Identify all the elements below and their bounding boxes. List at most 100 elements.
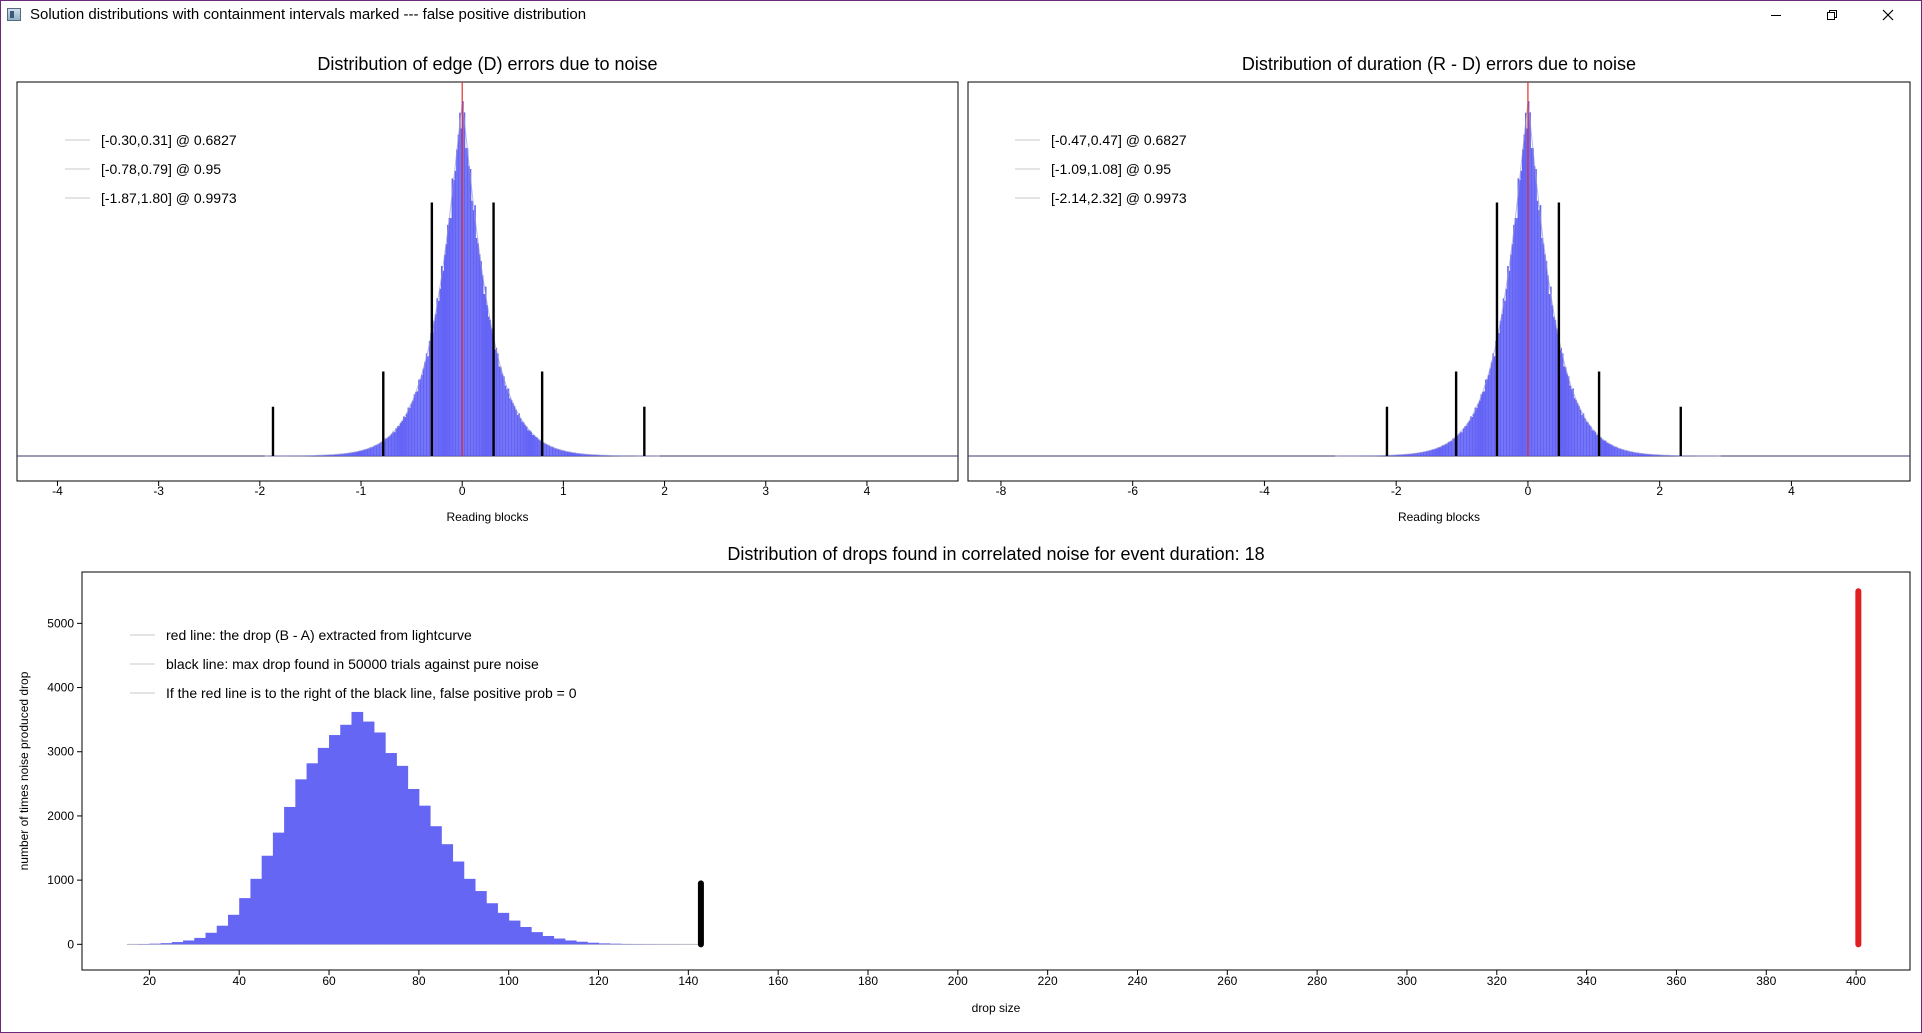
- distribution-bar: [1471, 417, 1474, 456]
- distribution-bar: [544, 443, 546, 456]
- distribution-bar: [1461, 432, 1463, 456]
- distribution-bar: [569, 452, 572, 456]
- distribution-bar: [468, 166, 470, 456]
- distribution-bar: [1424, 451, 1426, 456]
- title-bar[interactable]: Solution distributions with containment …: [1, 1, 1921, 29]
- distribution-bar: [378, 443, 381, 456]
- distribution-bar: [483, 293, 485, 456]
- distribution-bar: [1490, 361, 1493, 456]
- x-tick-label: -2: [1391, 484, 1402, 498]
- distribution-bar: [533, 435, 536, 456]
- x-tick-label: 260: [1217, 974, 1237, 988]
- distribution-bar: [1397, 454, 1399, 456]
- x-tick-label: -4: [52, 484, 63, 498]
- histogram-bar: [329, 735, 341, 945]
- distribution-bar: [503, 376, 505, 456]
- distribution-bar: [1642, 453, 1644, 456]
- distribution-bar: [377, 444, 379, 456]
- distribution-bar: [486, 305, 489, 456]
- x-tick-label: 200: [948, 974, 968, 988]
- distribution-bar: [1510, 254, 1512, 456]
- histogram-bar: [609, 943, 622, 945]
- histogram-bar: [385, 753, 397, 945]
- distribution-bar: [574, 452, 577, 456]
- distribution-bar: [1396, 455, 1398, 456]
- distribution-bar: [484, 286, 487, 456]
- distribution-bar: [1655, 454, 1657, 456]
- distribution-bar: [1556, 328, 1558, 456]
- x-tick-label: 4: [1788, 484, 1795, 498]
- distribution-bar: [1450, 441, 1453, 456]
- distribution-bar: [588, 454, 590, 456]
- distribution-bar: [1410, 453, 1413, 456]
- distribution-bar: [1569, 385, 1571, 456]
- distribution-bar: [498, 366, 501, 456]
- distribution-bar: [1477, 403, 1480, 456]
- distribution-bar: [433, 320, 435, 456]
- histogram-bar: [486, 903, 498, 945]
- distribution-bar: [1593, 430, 1595, 456]
- legend-label: [-1.09,1.08] @ 0.95: [1051, 161, 1171, 177]
- distribution-bar: [525, 426, 528, 456]
- distribution-bar: [500, 367, 502, 456]
- histogram-bar: [149, 943, 162, 945]
- histogram-bar: [564, 940, 577, 945]
- distribution-bar: [497, 353, 499, 456]
- histogram-bar: [452, 861, 465, 945]
- distribution-bar: [1535, 168, 1537, 456]
- x-tick-label: 120: [588, 974, 608, 988]
- distribution-bar: [466, 148, 469, 456]
- app-icon[interactable]: [7, 8, 21, 21]
- distribution-bar: [328, 454, 331, 456]
- distribution-bar: [1646, 454, 1648, 456]
- histogram-bar: [508, 920, 521, 945]
- distribution-bar: [1553, 316, 1555, 456]
- minimize-button[interactable]: [1753, 1, 1799, 29]
- distribution-bar: [365, 449, 367, 456]
- distribution-bar: [1539, 205, 1542, 456]
- distribution-bar: [1618, 448, 1620, 456]
- distribution-bar: [1545, 261, 1548, 456]
- distribution-bar: [334, 454, 337, 456]
- distribution-bar: [1621, 449, 1623, 456]
- distribution-bar: [1499, 320, 1502, 456]
- distribution-bar: [352, 452, 355, 456]
- distribution-bar: [1588, 424, 1591, 456]
- distribution-bar: [535, 436, 537, 456]
- distribution-bar: [597, 454, 599, 456]
- x-tick-label: 80: [412, 974, 426, 988]
- x-axis-label: drop size: [972, 1001, 1021, 1015]
- legend-label: [-0.78,0.79] @ 0.95: [101, 161, 221, 177]
- distribution-bar: [1538, 210, 1540, 456]
- legend-label: [-0.47,0.47] @ 0.6827: [1051, 132, 1187, 148]
- distribution-bar: [428, 340, 431, 456]
- distribution-bar: [453, 180, 455, 456]
- distribution-bar: [409, 407, 411, 456]
- distribution-bar: [1421, 452, 1423, 456]
- distribution-bar: [1639, 453, 1641, 456]
- distribution-bar: [1465, 425, 1468, 456]
- distribution-bar: [389, 435, 391, 456]
- histogram-bar: [306, 763, 319, 945]
- x-tick-label: 320: [1487, 974, 1507, 988]
- distribution-bar: [1519, 180, 1521, 456]
- distribution-bar: [1605, 440, 1607, 456]
- distribution-bar: [550, 446, 552, 456]
- distribution-bar: [542, 442, 545, 456]
- distribution-bar: [439, 288, 441, 456]
- distribution-bar: [491, 328, 493, 456]
- close-button[interactable]: [1865, 1, 1911, 29]
- restore-button[interactable]: [1809, 1, 1855, 29]
- legend-label: black line: max drop found in 50000 tria…: [166, 656, 539, 672]
- distribution-bar: [1613, 446, 1616, 456]
- distribution-bar: [495, 347, 498, 456]
- distribution-bar: [548, 445, 551, 456]
- distribution-bar: [477, 243, 479, 456]
- distribution-bar: [1504, 300, 1506, 456]
- distribution-bar: [595, 454, 598, 456]
- distribution-bar: [518, 413, 520, 456]
- window-title: Solution distributions with containment …: [30, 6, 587, 23]
- histogram-bar: [183, 940, 195, 945]
- distribution-bar: [327, 455, 329, 456]
- distribution-bar: [1630, 451, 1632, 456]
